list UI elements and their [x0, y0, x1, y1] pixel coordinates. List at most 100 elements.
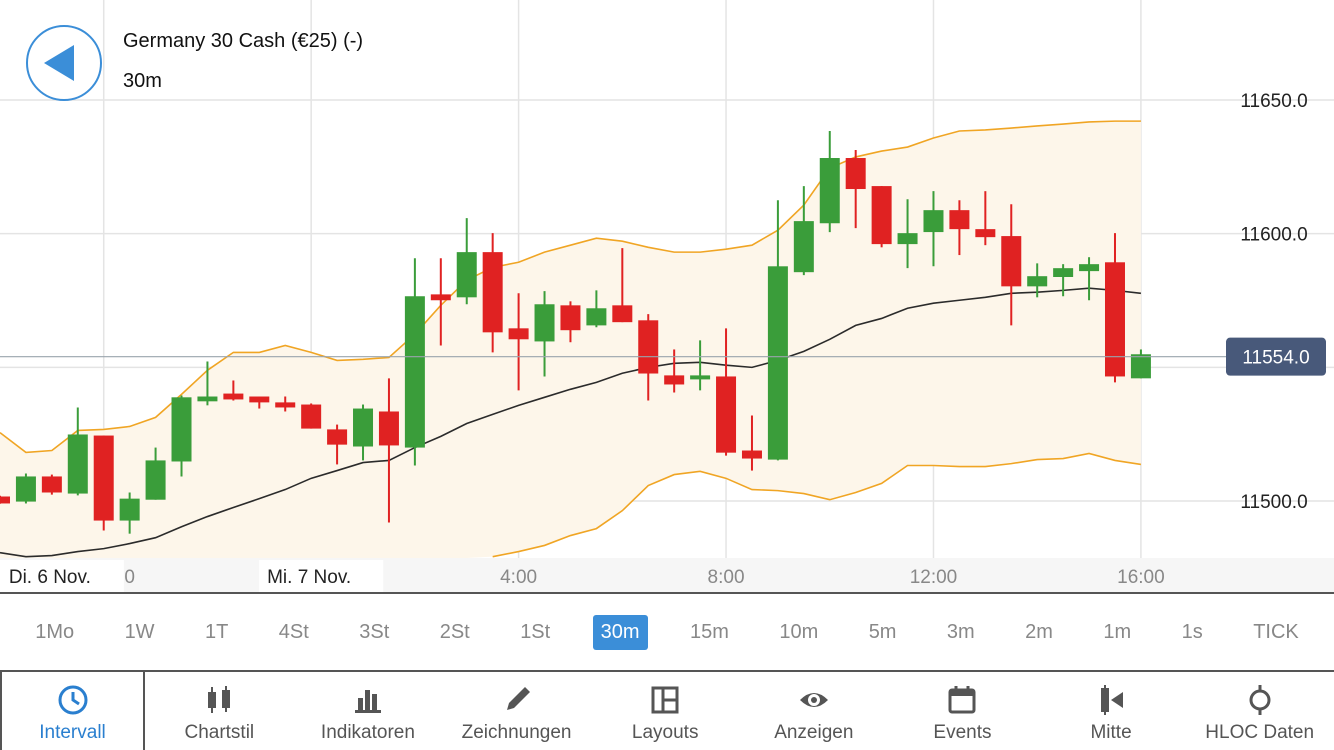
interval-option[interactable]: TICK	[1253, 620, 1299, 643]
back-arrow[interactable]	[44, 45, 74, 81]
toolbar-button[interactable]: Events	[888, 672, 1037, 750]
interval-option[interactable]: 30m	[592, 614, 648, 650]
candle-body	[793, 221, 814, 273]
candle-body	[456, 252, 477, 298]
candle-body	[249, 396, 270, 403]
candle-body	[638, 320, 659, 374]
x-tick-label: 12:00	[910, 567, 958, 588]
candle-body	[171, 397, 192, 462]
candle-body	[897, 233, 918, 245]
candle-body	[197, 396, 218, 402]
interval-option[interactable]: 1s	[1181, 620, 1203, 643]
candle-body	[1079, 264, 1100, 272]
toolbar-icon	[1249, 685, 1271, 715]
toolbar-button[interactable]: Intervall	[0, 672, 145, 750]
interval-option[interactable]: 1W	[124, 620, 155, 643]
toolbar: Intervall Chartstil Indikatoren Zeichnungen…	[0, 670, 1334, 750]
candle-body	[404, 296, 425, 448]
band-lower	[492, 452, 1142, 558]
x-tick-label: 0	[124, 567, 135, 588]
candle-body	[119, 498, 140, 521]
candle-body	[975, 229, 996, 238]
candle-body	[664, 375, 685, 385]
band-upper	[0, 120, 1141, 454]
interval-bar: 1Mo 1W 1T 4St 3St 2St 1St 30m 15m 10m 5m 3m 2m 1m 1s TI…	[0, 594, 1334, 670]
candle-body	[145, 460, 166, 500]
interval-option[interactable]: 5m	[868, 620, 897, 643]
interval-option[interactable]: 2St	[439, 620, 470, 643]
toolbar-button[interactable]: HLOC Daten	[1185, 672, 1334, 750]
toolbar-button[interactable]: Indikatoren	[294, 672, 443, 750]
candle-body	[41, 476, 62, 493]
candle-body	[767, 266, 788, 460]
plot	[0, 120, 1151, 558]
toolbar-button[interactable]: Chartstil	[145, 672, 294, 750]
interval-option[interactable]: 1m	[1103, 620, 1132, 643]
interval-option[interactable]: 1T	[205, 620, 229, 643]
interval-option[interactable]: 1St	[520, 620, 551, 643]
x-tick-label: 8:00	[708, 567, 745, 588]
candle-body	[1053, 268, 1074, 277]
interval-option[interactable]: 15m	[690, 620, 729, 643]
candle-body	[15, 476, 36, 502]
toolbar-icon	[58, 685, 87, 715]
x-tick-label: Mi. 7 Nov.	[267, 567, 351, 588]
toolbar-icon	[506, 687, 530, 710]
toolbar-button[interactable]: Zeichnungen	[442, 672, 591, 750]
toolbar-button[interactable]: Mitte	[1037, 672, 1186, 750]
candle-body	[353, 408, 374, 447]
back-button[interactable]	[26, 25, 102, 101]
toolbar-button[interactable]: Layouts	[591, 672, 740, 750]
candle-body	[612, 305, 633, 323]
candle-body	[378, 411, 399, 446]
candle-body	[1104, 262, 1125, 377]
x-axis-band	[0, 558, 1334, 592]
candle-body	[586, 308, 607, 326]
interval-option[interactable]: 1Mo	[35, 620, 75, 643]
interval-option[interactable]: 4St	[278, 620, 309, 643]
candle-body	[482, 252, 503, 333]
candle-body	[716, 376, 737, 453]
y-tick-label: 11650.0	[1240, 91, 1307, 112]
y-tick-label: 11600.0	[1240, 225, 1307, 246]
band-middle	[0, 287, 1142, 558]
candle-body	[327, 429, 348, 445]
toolbar-label: Events	[933, 722, 992, 743]
toolbar-button[interactable]: Anzeigen	[740, 672, 889, 750]
interval-option[interactable]: 2m	[1025, 620, 1053, 643]
toolbar-icon	[948, 686, 976, 714]
candle-body	[223, 393, 244, 400]
candle-body	[430, 294, 451, 301]
candle-body	[534, 304, 555, 342]
candle-body	[275, 402, 296, 408]
candle-body	[871, 186, 892, 245]
candle-body	[845, 158, 866, 190]
interval-option[interactable]: 10m	[779, 620, 819, 643]
toolbar-icon	[354, 690, 381, 713]
candle-body	[690, 375, 711, 380]
toolbar-label: Mitte	[1090, 722, 1132, 743]
x-tick-label: Di. 6 Nov.	[9, 567, 91, 588]
date-label-bg	[0, 560, 124, 592]
instrument-title: Germany 30 Cash (€25) (-)	[123, 30, 364, 52]
toolbar-label: Chartstil	[184, 722, 255, 743]
x-tick-label: 4:00	[500, 567, 537, 588]
toolbar-label: HLOC Daten	[1205, 722, 1315, 743]
toolbar-label: Anzeigen	[774, 722, 854, 743]
toolbar-label: Intervall	[39, 722, 106, 743]
candle-body	[93, 435, 114, 521]
toolbar-icon	[651, 686, 679, 714]
candle-body	[67, 434, 88, 494]
interval-option[interactable]: 3St	[359, 620, 390, 643]
candle-body	[923, 210, 944, 233]
candle-body	[819, 158, 840, 224]
candle-body	[1001, 236, 1022, 287]
x-tick-label: 16:00	[1117, 567, 1165, 588]
candle-body	[741, 450, 762, 459]
candle-body	[1027, 276, 1048, 287]
interval-label: 30m	[123, 70, 162, 92]
interval-option[interactable]: 3m	[946, 620, 975, 643]
last-price-label: 11554.0	[1242, 348, 1309, 369]
